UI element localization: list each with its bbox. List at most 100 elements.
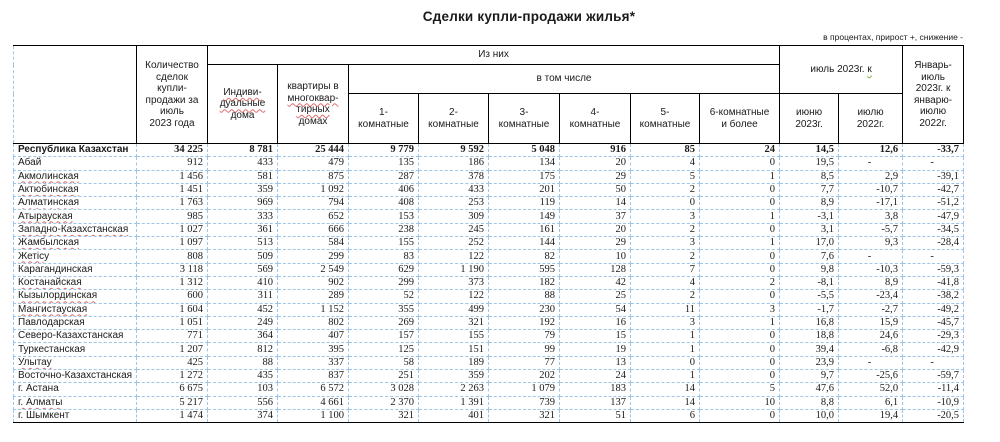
region-name-cell: Северо-Казахстанская: [13, 329, 137, 344]
value-cell: 407: [277, 329, 349, 344]
value-cell: 479: [277, 156, 349, 171]
value-cell: 1 456: [136, 169, 208, 184]
table-row: Актюбинская 1 451 359 1 092 406 433 201 50 2 0 7,7…: [13, 182, 965, 198]
region-name-cell: Улытау: [13, 355, 137, 371]
value-cell: 128: [559, 262, 631, 277]
value-cell: 802: [277, 315, 349, 331]
value-cell: 373: [418, 275, 489, 291]
value-cell: 311: [207, 289, 278, 304]
value-cell: 88: [207, 355, 278, 371]
value-cell: 6: [630, 408, 700, 424]
table-row: Кызылординская 600 311 289 52 122 88 25 2 0 -5,5 -2…: [13, 289, 965, 304]
value-cell: 666: [277, 222, 349, 238]
value-cell: 600: [136, 289, 208, 304]
value-cell: 0: [698, 355, 781, 371]
value-cell: -: [902, 156, 965, 171]
value-cell: 12,6: [838, 142, 904, 158]
region-name-cell: Жетісу: [13, 249, 137, 264]
value-cell: -25,6: [838, 369, 904, 384]
value-cell: 812: [207, 342, 278, 357]
value-cell: 51: [559, 408, 631, 424]
value-cell: 0: [698, 329, 781, 344]
value-cell: 406: [348, 182, 419, 198]
value-cell: 19,4: [838, 408, 904, 424]
value-cell: 1 027: [136, 222, 208, 238]
value-cell: 309: [418, 209, 489, 224]
region-name-cell: Западно-Казахстанская: [13, 222, 137, 238]
value-cell: 7: [630, 262, 700, 277]
table-row: Улытау 425 88 337 58 189 77 13 0 0 23,9- -: [13, 355, 965, 371]
value-cell: 395: [277, 342, 349, 357]
value-cell: 1 763: [136, 196, 208, 211]
value-cell: 289: [277, 289, 349, 304]
value-cell: 189: [418, 355, 489, 371]
value-cell: 201: [488, 182, 560, 198]
value-cell: 17,0: [779, 236, 840, 251]
value-cell: -2,7: [838, 302, 904, 317]
value-cell: 6,1: [838, 395, 904, 410]
table-row: Абай 912 433 479 135 186 134 20 4 0 19,5- -: [13, 156, 965, 171]
value-cell: 0: [698, 369, 781, 384]
value-cell: 299: [277, 249, 349, 264]
table-row: Восточно-Казахстанская 1 272 435 837 251 359 2…: [13, 369, 965, 384]
value-cell: 25 444: [277, 142, 349, 158]
value-cell: -17,1: [838, 196, 904, 211]
value-cell: 251: [348, 369, 419, 384]
value-cell: 433: [207, 156, 278, 171]
value-cell: 10: [559, 249, 631, 264]
value-cell: 39,4: [779, 342, 840, 357]
value-cell: 50: [559, 182, 631, 198]
value-cell: 499: [418, 302, 489, 317]
value-cell: 20: [559, 156, 631, 171]
value-cell: -1,7: [779, 302, 840, 317]
value-cell: 47,6: [779, 382, 840, 397]
region-name-cell: Алматинская: [13, 196, 137, 211]
value-cell: 122: [418, 249, 489, 264]
value-cell: 0: [698, 262, 781, 277]
region-name-cell: г. Шымкент: [13, 408, 137, 424]
col-header-total-deals: Количество сделок купли- продажи за июль…: [136, 45, 208, 144]
value-cell: 1 152: [277, 302, 349, 317]
value-cell: -38,2: [902, 289, 965, 304]
region-name-cell: г. Алматы: [13, 395, 137, 410]
value-cell: -41,8: [902, 275, 965, 291]
value-cell: -45,7: [902, 315, 965, 331]
col-header-region: [13, 45, 137, 144]
value-cell: 359: [418, 369, 489, 384]
value-cell: 10: [698, 395, 781, 410]
value-cell: 3: [698, 302, 781, 317]
units-note: в процентах, прирост +, снижение -: [823, 32, 963, 42]
table-row: г. Астана 6 675 103 6 572 3 028 2 263 1 079 183…: [13, 382, 965, 397]
value-cell: 2 263: [418, 382, 489, 397]
value-cell: 34 225: [136, 142, 208, 158]
region-name-cell: Туркестанская: [13, 342, 137, 357]
table-body: Республика Казахстан 34 225 8 781 25 444 9 7…: [13, 142, 965, 424]
value-cell: 58: [348, 355, 419, 371]
value-cell: 37: [559, 209, 631, 224]
table-row: Северо-Казахстанская 771 364 407 157 155 79 15 1…: [13, 329, 965, 344]
value-cell: 1 100: [277, 408, 349, 424]
value-cell: 238: [348, 222, 419, 238]
value-cell: 253: [418, 196, 489, 211]
value-cell: 1 604: [136, 302, 208, 317]
value-cell: 134: [488, 156, 560, 171]
value-cell: -10,9: [902, 395, 965, 410]
value-cell: 3 028: [348, 382, 419, 397]
value-cell: 3: [630, 315, 700, 331]
value-cell: 5: [698, 382, 781, 397]
value-cell: -28,4: [902, 236, 965, 251]
value-cell: 14,5: [779, 142, 840, 158]
value-cell: 1 312: [136, 275, 208, 291]
value-cell: 8,8: [779, 395, 840, 410]
value-cell: 556: [207, 395, 278, 410]
value-cell: 337: [277, 355, 349, 371]
value-cell: 119: [488, 196, 560, 211]
value-cell: 374: [207, 408, 278, 424]
value-cell: 8,9: [779, 196, 840, 211]
value-cell: 85: [630, 142, 700, 158]
value-cell: 11: [630, 302, 700, 317]
value-cell: 269: [348, 315, 419, 331]
value-cell: 3: [630, 209, 700, 224]
value-cell: 3,8: [838, 209, 904, 224]
value-cell: 581: [207, 169, 278, 184]
